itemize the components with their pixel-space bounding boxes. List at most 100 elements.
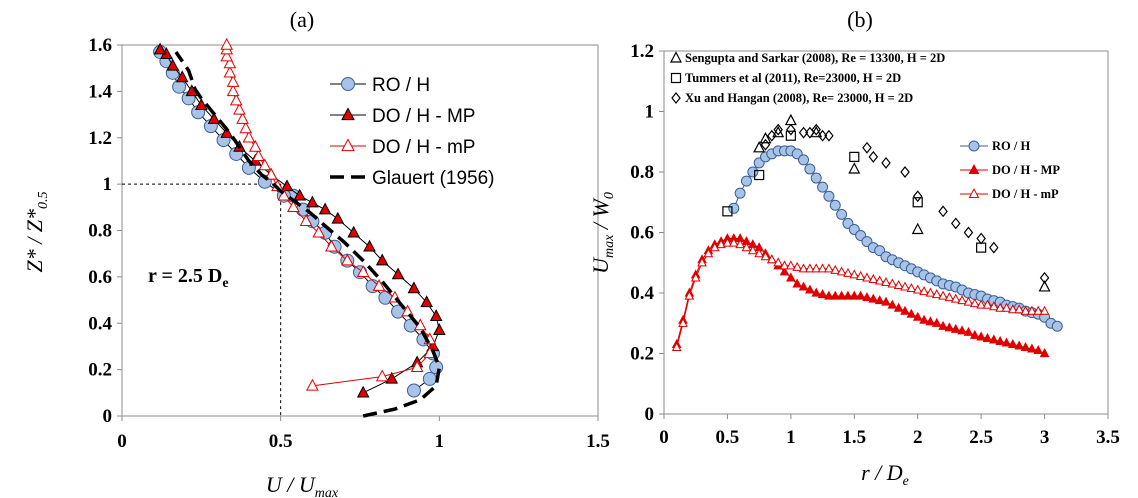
note-symbol [671, 92, 681, 104]
data-point-1 [912, 311, 923, 321]
data-point-2 [817, 263, 828, 273]
reference-point-3 [1038, 280, 1051, 292]
data-point-1 [925, 316, 936, 326]
data-point-2 [805, 263, 815, 273]
data-point-2 [747, 245, 758, 255]
reference-point-4 [785, 130, 796, 141]
data-point-0 [728, 202, 740, 214]
data-point-2 [312, 225, 326, 238]
data-point-2 [697, 257, 707, 267]
data-point-1 [306, 195, 319, 208]
data-point-1 [843, 290, 853, 300]
data-point-2 [226, 74, 240, 87]
x-tick-label: 3 [1040, 427, 1050, 448]
data-point-2 [277, 188, 291, 201]
data-point-2 [236, 112, 249, 124]
data-point-2 [1008, 304, 1018, 314]
reference-point-5 [786, 123, 796, 136]
panel-b-legend: RO / H DO / H - MP DO / H - mP [960, 139, 1060, 201]
legend-label: RO / H [372, 75, 430, 96]
data-point-2 [671, 341, 682, 352]
data-point-1 [407, 281, 421, 294]
data-point-2 [982, 299, 993, 309]
note-text: Xu and Hangan (2008), Re= 23000, H = 2D [685, 91, 913, 105]
reference-point-5 [868, 150, 879, 163]
data-point-0 [422, 371, 437, 386]
legend-label: DO / H - MP [992, 163, 1060, 177]
data-point-1 [805, 284, 815, 294]
reference-point-5 [989, 241, 999, 254]
data-point-2 [950, 293, 961, 303]
data-point-1 [811, 287, 822, 297]
data-point-2 [678, 317, 688, 327]
data-point-1 [976, 331, 986, 341]
data-point-1 [798, 281, 809, 291]
y-tick-label: 0.4 [88, 313, 112, 334]
reference-point-5 [817, 129, 828, 142]
data-point-1 [944, 322, 955, 332]
legend-marker [341, 138, 355, 152]
data-point-2 [1014, 304, 1025, 314]
data-point-2 [1020, 305, 1031, 315]
data-point-2 [239, 121, 253, 134]
data-point-0 [817, 181, 829, 193]
data-point-1 [153, 42, 167, 55]
data-point-2 [811, 263, 822, 273]
data-point-2 [233, 102, 246, 115]
data-point-2 [299, 214, 313, 226]
reference-point-3 [759, 131, 772, 144]
data-point-2 [242, 130, 256, 143]
legend-label: DO / H - MP [372, 106, 475, 127]
data-point-2 [855, 270, 866, 280]
data-point-1 [363, 239, 376, 252]
data-point-1 [817, 289, 828, 299]
data-point-1 [938, 320, 948, 330]
panel-a-xlabel: U / Umax [266, 472, 339, 498]
y-tick-label: 1.6 [88, 35, 112, 56]
panel-b-xlabel: r / De [861, 460, 909, 489]
note-text: Sengupta and Sarkar (2008), Re = 13300, … [685, 51, 945, 65]
series-glauert-curve [174, 50, 442, 418]
data-point-2 [925, 287, 936, 297]
data-point-2 [931, 289, 942, 299]
data-point-2 [760, 251, 771, 261]
data-point-2 [287, 200, 300, 213]
reference-point-5 [1039, 271, 1050, 284]
data-point-2 [1033, 305, 1044, 315]
data-point-0 [810, 172, 822, 184]
x-tick-label: 1.5 [586, 431, 610, 452]
legend-marker [968, 140, 980, 152]
panel-b-ylabel: Umax / W0 [588, 192, 617, 274]
reference-point-4 [754, 169, 765, 181]
data-point-2 [887, 278, 898, 288]
reference-point-5 [912, 190, 923, 203]
legend-label: DO / H - mP [372, 137, 475, 158]
y-tick-label: 0.2 [630, 344, 654, 365]
data-point-2 [779, 260, 790, 270]
legend-label: Glauert (1956) [372, 168, 495, 189]
x-tick-label: 2.5 [969, 427, 993, 448]
data-point-1 [836, 290, 847, 300]
data-point-1 [862, 292, 872, 302]
legend-marker [968, 187, 980, 198]
data-point-0 [734, 187, 746, 199]
reference-point-4 [722, 206, 733, 217]
data-point-1 [786, 272, 796, 282]
data-point-2 [862, 272, 872, 282]
data-point-1 [1027, 343, 1037, 353]
data-point-2 [874, 275, 885, 285]
data-point-1 [849, 290, 860, 300]
data-point-1 [988, 334, 999, 344]
y-tick-label: 0.6 [88, 267, 112, 288]
data-point-2 [900, 281, 910, 291]
panel-b-plot-frame [663, 50, 1109, 415]
data-point-2 [258, 158, 272, 171]
data-point-1 [792, 278, 803, 288]
data-point-1 [906, 308, 917, 318]
y-tick-label: 0 [645, 404, 655, 425]
data-point-2 [703, 248, 714, 258]
data-point-2 [1001, 302, 1012, 312]
data-point-0 [836, 208, 848, 220]
reference-point-5 [881, 156, 891, 169]
data-point-1 [356, 385, 370, 398]
